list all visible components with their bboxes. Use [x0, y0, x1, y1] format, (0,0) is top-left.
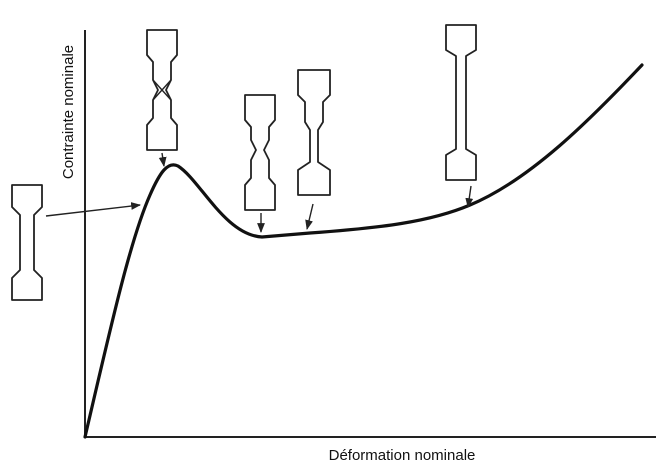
specimen	[298, 70, 330, 195]
specimen	[245, 95, 275, 210]
arrow	[46, 205, 140, 216]
page: Contrainte nominale Déformation nominale…	[0, 0, 660, 466]
specimen	[446, 25, 476, 180]
diagram: Contrainte nominale Déformation nominale	[0, 0, 660, 466]
arrow	[162, 153, 164, 166]
specimen	[12, 185, 42, 300]
x-axis-label: Déformation nominale	[329, 447, 476, 464]
arrow	[307, 204, 313, 229]
y-axis-label: Contrainte nominale	[60, 45, 77, 179]
specimen	[147, 30, 177, 150]
